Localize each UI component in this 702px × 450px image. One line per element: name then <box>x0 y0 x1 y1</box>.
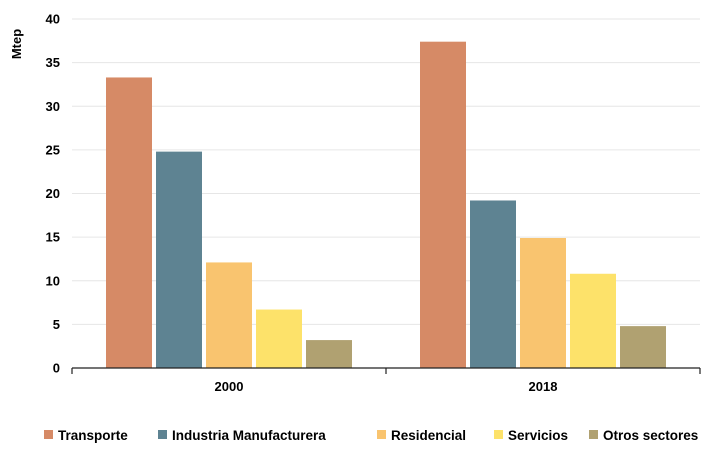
x-tick-label: 2018 <box>529 379 558 394</box>
bar-industria-manufacturera-2018 <box>470 200 516 368</box>
y-tick-label: 0 <box>53 361 60 376</box>
y-tick-label: 5 <box>53 317 60 332</box>
bar-transporte-2018 <box>420 41 466 369</box>
y-tick-label: 35 <box>46 55 60 70</box>
legend-swatch <box>377 430 386 439</box>
legend-swatch <box>158 430 167 439</box>
legend-label: Otros sectores <box>603 428 698 443</box>
bar-otros-sectores-2000 <box>306 340 352 368</box>
legend-swatch <box>44 430 53 439</box>
y-tick-label: 10 <box>46 273 60 288</box>
y-tick-label: 25 <box>46 142 60 157</box>
legend-swatch <box>494 430 503 439</box>
bar-transporte-2000 <box>106 77 152 369</box>
legend-label: Residencial <box>391 428 466 443</box>
legend-label: Servicios <box>508 428 568 443</box>
bars <box>106 41 666 369</box>
bar-residencial-2018 <box>520 237 566 368</box>
bar-servicios-2000 <box>256 309 302 368</box>
y-tick-label: 15 <box>46 230 60 245</box>
x-tick-label: 2000 <box>215 379 244 394</box>
y-tick-label: 20 <box>46 186 60 201</box>
bar-otros-sectores-2018 <box>620 326 666 368</box>
bar-industria-manufacturera-2000 <box>156 151 202 368</box>
legend-label: Transporte <box>58 428 128 443</box>
x-axis: 2000 2018 <box>71 367 701 394</box>
legend: Transporte Industria Manufacturera Residen… <box>44 428 698 443</box>
legend-swatch <box>589 430 598 439</box>
y-axis: 0 5 10 15 20 25 30 35 40 <box>46 12 60 376</box>
y-tick-label: 40 <box>46 12 60 27</box>
y-tick-label: 30 <box>46 99 60 114</box>
bar-residencial-2000 <box>206 262 252 368</box>
y-axis-title: Mtep <box>9 29 24 59</box>
legend-label: Industria Manufacturera <box>172 428 326 443</box>
bar-servicios-2018 <box>570 273 616 368</box>
